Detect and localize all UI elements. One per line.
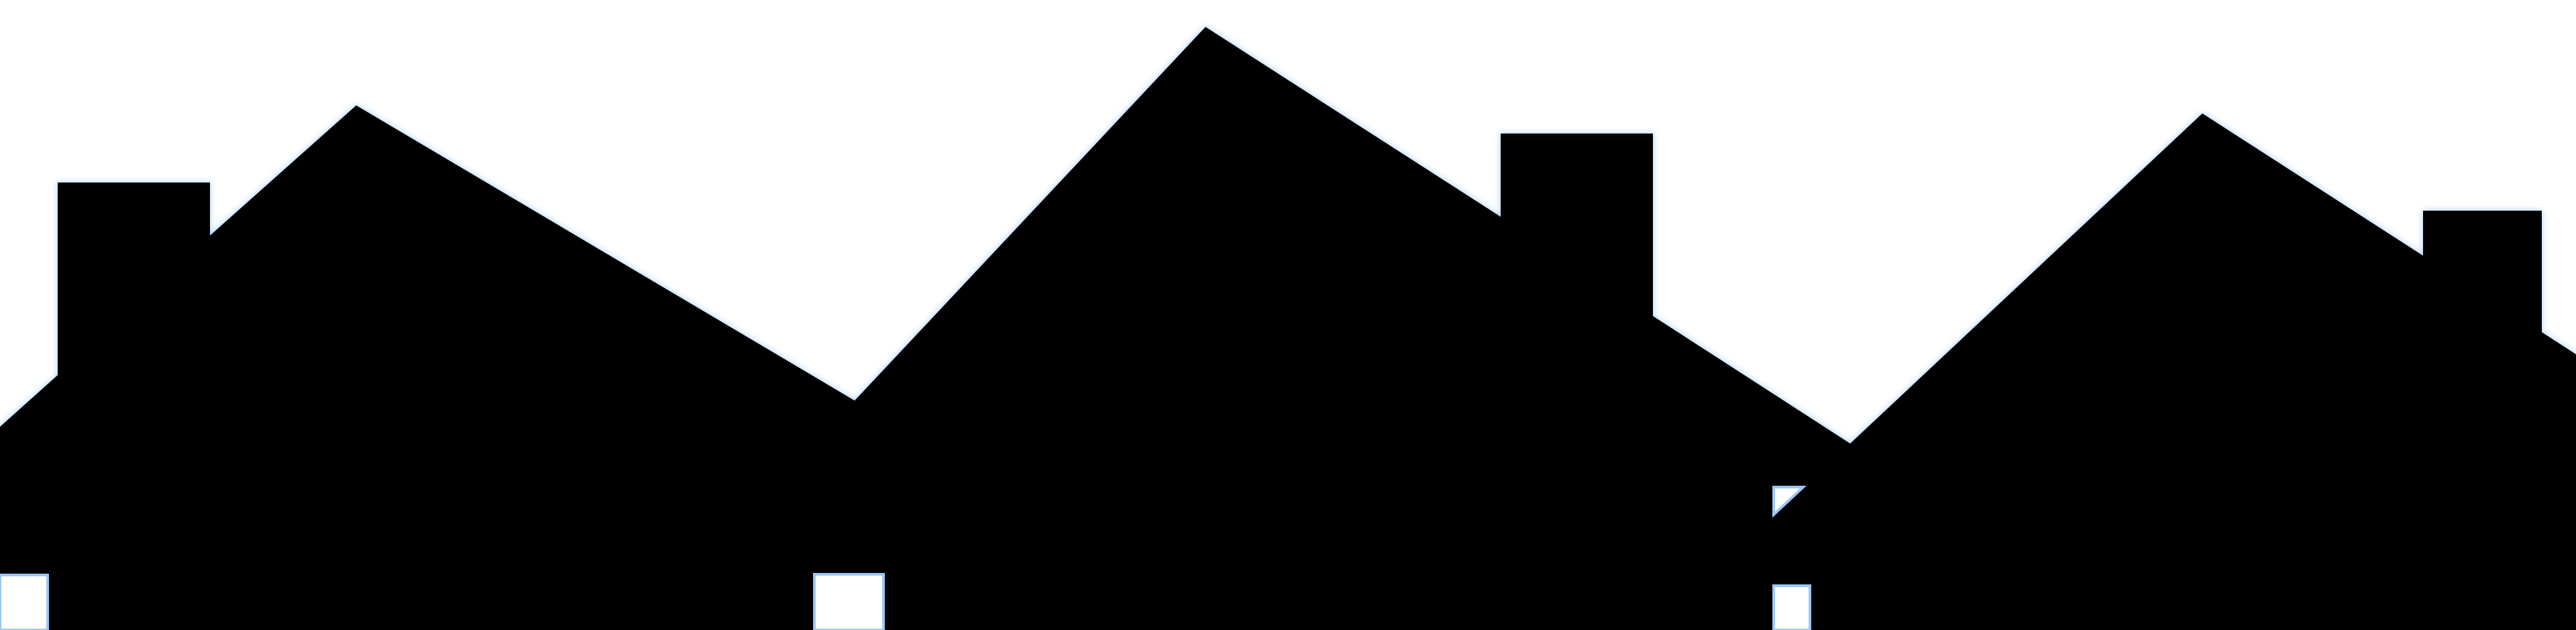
gap-windows-group (0, 486, 1811, 630)
gap-post-left (0, 574, 49, 630)
gap-post-middle (813, 573, 885, 630)
gap-post-right-lower (1772, 584, 1811, 630)
wall-lower-middle (883, 574, 1774, 630)
house-left-silhouette (0, 105, 861, 630)
house-right-silhouette (1850, 113, 2576, 630)
gap-vent-right (1772, 486, 1807, 518)
house-middle-silhouette (855, 27, 1850, 630)
houses-silhouette-group (0, 27, 2576, 630)
